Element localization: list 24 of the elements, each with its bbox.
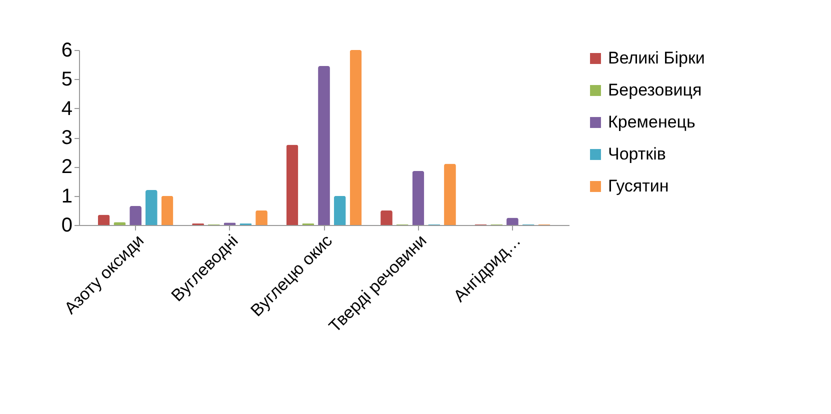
y-tick-label: 1 xyxy=(61,185,72,208)
y-tick-label: 2 xyxy=(61,156,72,178)
bar xyxy=(256,210,268,225)
y-tick-label: 0 xyxy=(61,214,72,236)
y-tick-label: 5 xyxy=(61,68,72,91)
bar xyxy=(161,196,174,225)
legend-label: Чортків xyxy=(608,144,666,164)
legend-label: Березовиця xyxy=(608,80,702,100)
y-tick-label: 4 xyxy=(61,98,72,120)
bar xyxy=(145,190,158,225)
legend-label: Гусятин xyxy=(608,176,669,196)
y-tick-label: 6 xyxy=(61,40,72,62)
bar xyxy=(98,214,110,225)
bar xyxy=(412,171,424,225)
bar xyxy=(444,164,456,225)
legend-label: Великі Бірки xyxy=(608,48,705,68)
bar xyxy=(350,50,362,225)
bar xyxy=(380,210,392,225)
legend-label: Кременець xyxy=(608,112,696,132)
bar xyxy=(334,196,346,225)
bar xyxy=(286,144,298,225)
bar xyxy=(318,66,330,225)
bar xyxy=(130,206,142,225)
y-tick-label: 3 xyxy=(61,127,72,149)
